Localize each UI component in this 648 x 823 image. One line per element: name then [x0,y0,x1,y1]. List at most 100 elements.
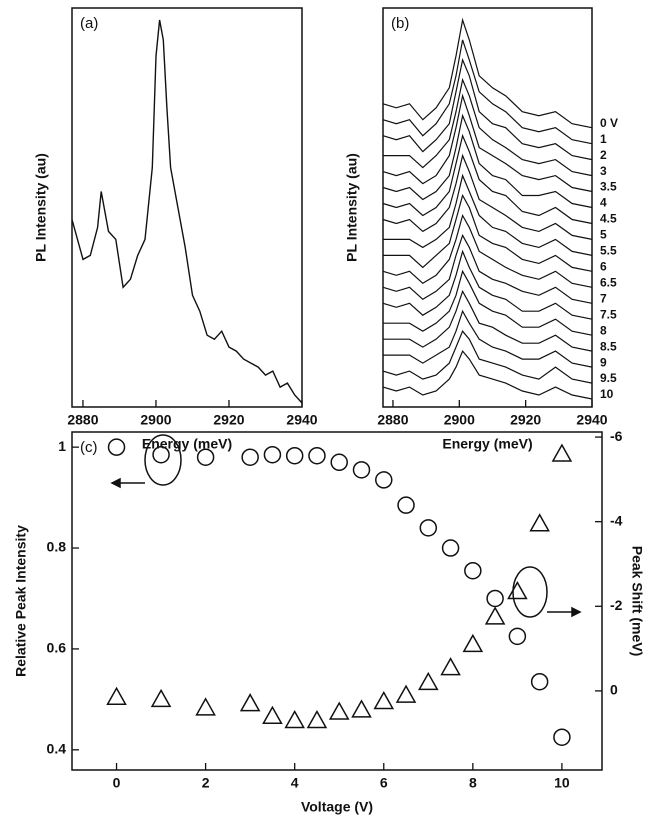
series-label: 8.5 [600,339,617,353]
x-tick-label: 2920 [213,412,244,428]
triangle-marker [262,705,283,725]
circle-marker [553,728,571,746]
y-tick-label: 0.4 [47,741,67,757]
y-tick-label: 0.8 [47,539,67,555]
series-label: 9.5 [600,371,617,385]
triangle-marker [306,709,328,729]
x-tick-label: 10 [554,775,570,791]
circle-marker [375,471,393,489]
triangle-marker [239,693,261,712]
spectrum-line [382,133,593,225]
series-label: 6.5 [600,275,617,289]
spectrum-line [382,213,593,288]
arrow-head [571,606,582,618]
spectrum-line [383,173,593,256]
spectrum-line [382,39,593,145]
circle-marker [241,448,259,466]
x-tick-label: 0 [113,775,121,791]
series-label: 4 [600,196,607,210]
panel-label: (c) [80,439,98,456]
triangle-marker [351,699,372,718]
triangle-marker [551,443,573,462]
series-label: 0 V [600,116,618,130]
spectrum-line [383,77,593,177]
y-tick-label: 0.6 [47,640,67,656]
spectrum-line [382,249,593,320]
triangle-marker [462,633,484,653]
y-axis-title: Relative Peak Intensity [13,525,29,677]
series-label: 7 [600,291,607,305]
series-label: 3.5 [600,180,617,194]
x-tick-label: 2940 [576,412,607,428]
triangle-marker [195,697,216,716]
x-tick-label: 8 [469,775,477,791]
y2-tick-label: -4 [610,512,623,528]
triangle-marker [440,657,461,676]
x-axis-title: Energy (meV) [442,436,532,452]
triangle-marker [507,580,528,600]
circle-marker [530,672,549,691]
circle-marker [352,461,371,479]
spectrum-line [382,93,593,193]
series-label: 3 [600,164,607,178]
x-tick-label: 4 [291,775,299,791]
x-tick-label: 2900 [140,412,171,428]
spectrum-line [382,17,593,129]
panel-label: (a) [80,15,98,32]
circle-marker [508,627,527,646]
series-label: 10 [600,387,614,401]
series-label: 8 [600,323,607,337]
plot-frame [71,431,603,771]
series-label: 7.5 [600,307,617,321]
spectrum-line [383,193,593,272]
highlight-ellipse [144,434,182,486]
x-tick-label: 6 [380,775,388,791]
circle-marker [330,453,348,472]
series-label: 1 [600,132,607,146]
x-tick-label: 2880 [67,412,98,428]
y2-tick-label: 0 [610,682,618,698]
triangle-marker [150,688,172,708]
circle-marker [397,496,415,514]
arrow-head [110,477,121,489]
triangle-marker [284,709,305,729]
circle-marker [152,445,170,464]
circle-marker [107,438,126,456]
circle-marker [263,445,282,464]
spectrum-line [382,330,593,384]
circle-marker [464,561,482,580]
spectrum-line [383,269,593,336]
series-label: 6 [600,260,607,274]
y2-tick-label: -6 [610,428,623,444]
decorations [110,434,582,618]
x-tick-label: 2 [202,775,210,791]
circle-marker [308,446,326,465]
plot-frame [71,7,303,408]
series-label: 2 [600,148,607,162]
x-axis-title: Voltage (V) [301,799,373,815]
triangle-marker [106,686,127,705]
highlight-ellipse [512,566,548,618]
spectrum-line [383,309,593,368]
spectrum-line [382,57,593,161]
spectrum-line [383,289,593,352]
triangle-marker [328,701,350,720]
spectrum-line [382,153,593,240]
x-tick-label: 2880 [377,412,408,428]
triangle-marker [418,671,439,691]
circle-marker [486,589,504,608]
y-axis-title: PL Intensity (au) [344,153,360,262]
spectrum-line [382,113,593,209]
y-tick-label: 1 [58,438,66,454]
spectrum-line [71,19,303,404]
series-label: 9 [600,355,607,369]
triangle-marker [529,513,550,532]
circle-marker [196,448,215,466]
series-label: 4.5 [600,212,617,226]
circle-marker [441,539,460,557]
triangle-marker [484,606,506,625]
series-label: 5.5 [600,244,617,258]
triangle-marker [395,684,417,703]
x-tick-label: 2900 [444,412,475,428]
